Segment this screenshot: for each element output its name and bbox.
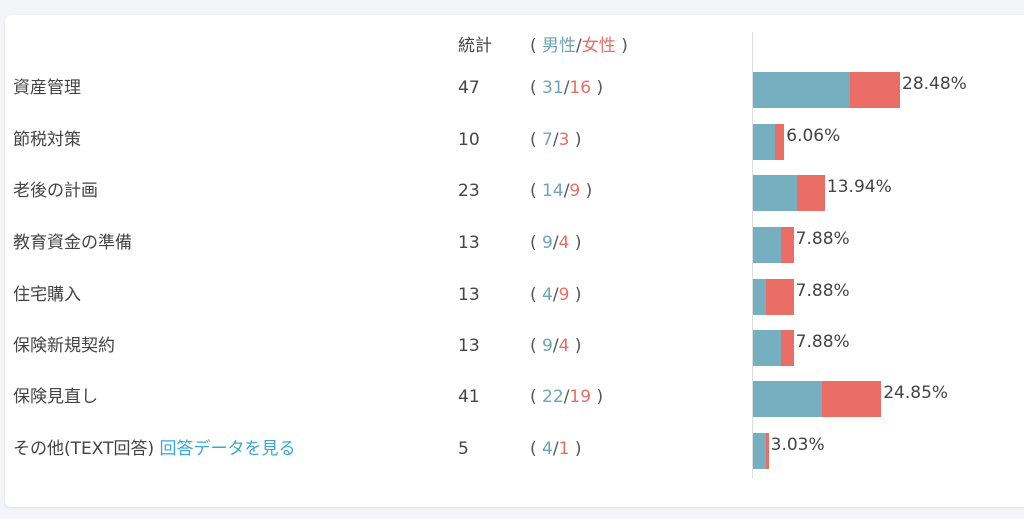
total-count: 13 xyxy=(458,285,480,305)
male-legend: 男性 xyxy=(542,36,577,56)
percent-label: 13.94% xyxy=(826,177,892,197)
total-count: 13 xyxy=(458,233,480,253)
female-count: 16 xyxy=(569,78,592,98)
bar-female xyxy=(765,433,769,469)
percent-label: 24.85% xyxy=(883,383,949,403)
bar-male xyxy=(753,227,782,263)
female-count: 4 xyxy=(558,336,570,356)
total-count: 5 xyxy=(458,439,469,459)
total-count: 10 xyxy=(458,130,480,150)
bar-male xyxy=(753,175,797,211)
category-label: 保険新規契約 xyxy=(13,336,115,356)
gender-breakdown: ( 9/4 ) xyxy=(530,336,582,356)
male-count: 31 xyxy=(542,78,564,98)
category-label: 節税対策 xyxy=(13,130,81,150)
bar-female xyxy=(821,381,882,417)
bar-female xyxy=(849,72,900,108)
female-count: 19 xyxy=(569,387,592,407)
percent-label: 6.06% xyxy=(786,126,841,146)
total-count: 41 xyxy=(458,387,480,407)
category-label: 住宅購入 xyxy=(13,285,81,305)
bar-female xyxy=(774,124,785,160)
male-count: 7 xyxy=(542,130,553,150)
total-count: 23 xyxy=(458,181,480,201)
male-count: 4 xyxy=(542,285,553,305)
category-label: 教育資金の準備 xyxy=(13,233,132,253)
percent-label: 28.48% xyxy=(902,74,967,94)
category-label: 保険見直し xyxy=(13,387,98,407)
bar-female xyxy=(781,330,794,366)
gender-header: ( 男性/女性 ) xyxy=(530,36,628,56)
chart-axis-line xyxy=(752,32,753,478)
bar-male xyxy=(753,381,822,417)
female-count: 1 xyxy=(558,439,570,459)
female-count: 4 xyxy=(558,233,570,253)
male-count: 9 xyxy=(542,233,553,253)
gender-breakdown: ( 31/16 ) xyxy=(530,78,604,98)
bar-female xyxy=(781,227,794,263)
male-count: 9 xyxy=(542,336,553,356)
gender-breakdown: ( 22/19 ) xyxy=(530,387,604,407)
gender-breakdown: ( 7/3 ) xyxy=(530,130,582,150)
bar-male xyxy=(753,279,766,315)
male-count: 4 xyxy=(542,439,553,459)
total-count: 13 xyxy=(458,336,480,356)
total-count: 47 xyxy=(458,78,480,98)
bar-male xyxy=(753,72,850,108)
bar-female xyxy=(765,279,794,315)
bar-female xyxy=(796,175,825,211)
view-answers-link[interactable]: 回答データを見る xyxy=(159,439,296,459)
percent-label: 7.88% xyxy=(795,281,850,301)
gender-breakdown: ( 4/1 ) xyxy=(530,439,582,459)
category-label: その他(TEXT回答) 回答データを見る xyxy=(13,439,296,459)
bar-male xyxy=(753,124,775,160)
bar-male xyxy=(753,330,782,366)
bar-male xyxy=(753,433,766,469)
female-count: 9 xyxy=(558,285,570,305)
percent-label: 7.88% xyxy=(795,229,850,249)
gender-breakdown: ( 14/9 ) xyxy=(530,181,593,201)
female-count: 9 xyxy=(569,181,581,201)
male-count: 14 xyxy=(542,181,564,201)
count-header: 統計 xyxy=(458,36,492,56)
gender-breakdown: ( 9/4 ) xyxy=(530,233,582,253)
male-count: 22 xyxy=(542,387,564,407)
category-label: 老後の計画 xyxy=(13,181,98,201)
percent-label: 7.88% xyxy=(795,332,850,352)
female-legend: 女性 xyxy=(581,36,616,56)
category-label: 資産管理 xyxy=(13,78,81,98)
gender-breakdown: ( 4/9 ) xyxy=(530,285,582,305)
female-count: 3 xyxy=(558,130,570,150)
percent-label: 3.03% xyxy=(770,435,825,455)
